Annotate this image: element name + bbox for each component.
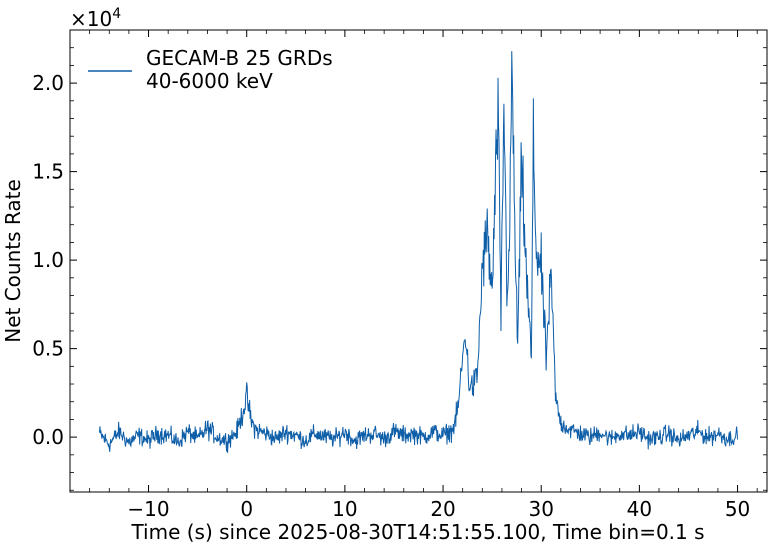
y-tick-label: 0.5 [32,337,64,361]
legend-label-line-2: 40-6000 keV [146,69,273,93]
y-axis-multiplier: ×104 [70,6,121,31]
x-tick-label: 20 [430,497,455,521]
x-tick-label: 40 [627,497,652,521]
y-multiplier-base: ×10 [70,7,112,31]
y-tick-label: 0.0 [32,425,64,449]
y-tick-label: 1.0 [32,248,64,272]
y-axis-title: Net Counts Rate [1,179,25,343]
x-tick-label: 50 [725,497,750,521]
legend: GECAM-B 25 GRDs 40-6000 keV [88,46,333,93]
y-tick-label: 1.5 [32,160,64,184]
legend-label-line-1: GECAM-B 25 GRDs [146,46,333,70]
y-multiplier-exponent: 4 [112,6,121,22]
series-line-0 [98,51,739,453]
x-axis-title: Time (s) since 2025-08-30T14:51:55.100, … [130,520,704,544]
x-tick-label: 0 [240,497,253,521]
x-tick-label: 10 [332,497,357,521]
x-tick-label: 30 [528,497,553,521]
x-tick-label: −10 [127,497,169,521]
plot-frame [69,29,768,493]
y-tick-label: 2.0 [32,71,64,95]
